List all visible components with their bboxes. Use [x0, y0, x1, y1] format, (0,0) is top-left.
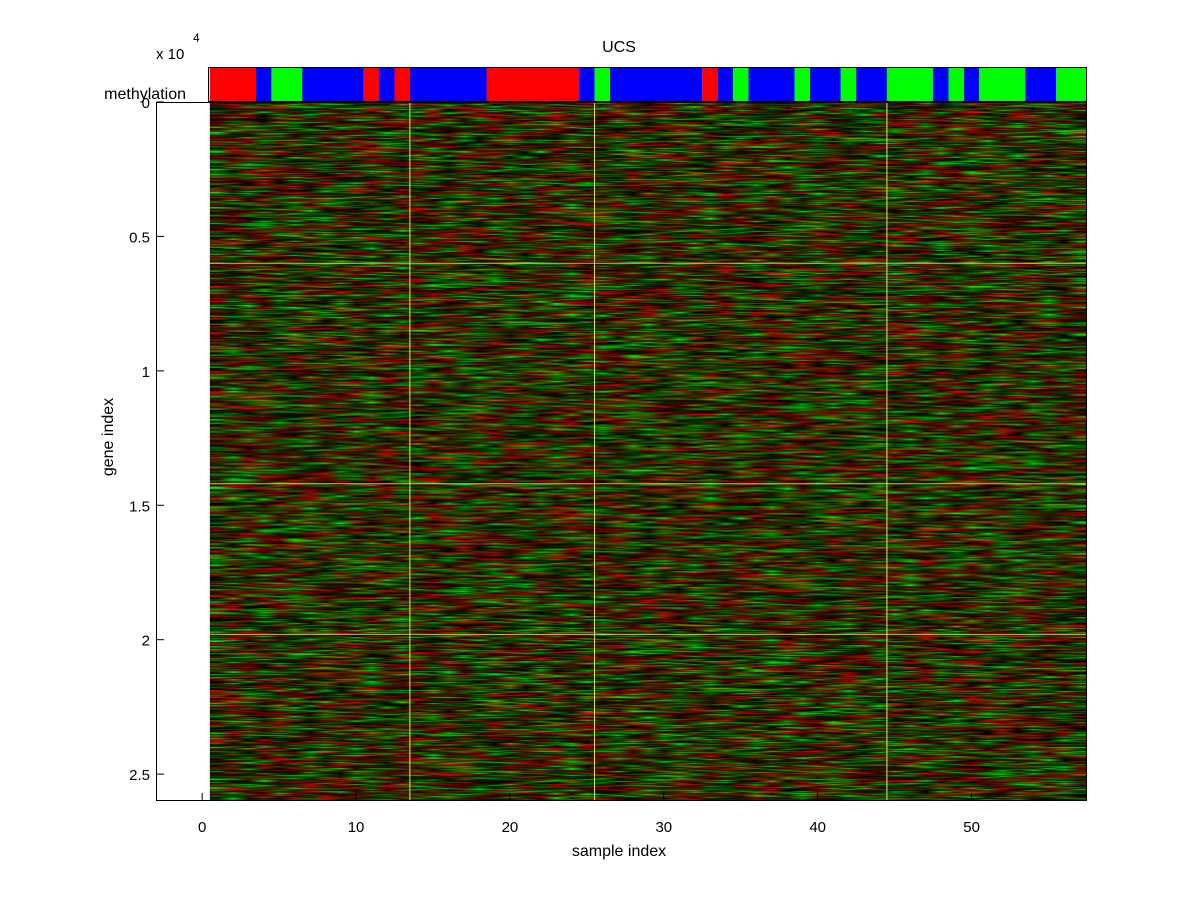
- x-tick-label: 0: [198, 819, 206, 836]
- x-tick-label: 40: [809, 819, 826, 836]
- x-ticks: 0 10 20 30 40 50: [198, 793, 980, 836]
- y-tick-label: 2: [142, 633, 150, 650]
- axes-frame: [156, 102, 1087, 801]
- methylation-segment: [379, 67, 395, 102]
- methylation-segment: [609, 67, 703, 102]
- x-tick-label: 20: [502, 819, 519, 836]
- y-tick-label: 0: [142, 95, 150, 112]
- methylation-segment: [363, 67, 380, 102]
- methylation-segment: [594, 67, 610, 102]
- x-axis-label: sample index: [572, 843, 666, 860]
- methylation-segment: [748, 67, 795, 102]
- methylation-segment: [794, 67, 811, 102]
- methylation-bar-frame: [208, 67, 1087, 102]
- y-axis-label: gene index: [100, 398, 117, 476]
- methylation-segment: [717, 67, 734, 102]
- x-tick-label: 50: [963, 819, 980, 836]
- methylation-segment: [409, 67, 487, 102]
- methylation-segment: [271, 67, 303, 102]
- methylation-segment: [579, 67, 595, 102]
- methylation-segment: [840, 67, 857, 102]
- methylation-segment: [1056, 67, 1087, 102]
- methylation-segment: [733, 67, 749, 102]
- methylation-segment: [948, 67, 964, 102]
- methylation-segment: [810, 67, 841, 102]
- methylation-segment: [979, 67, 1026, 102]
- y-exponent-label: x 10: [156, 46, 184, 63]
- y-tick-label: 2.5: [129, 767, 150, 784]
- y-tick-label: 1.5: [129, 498, 150, 515]
- methylation-segment: [963, 67, 980, 102]
- methylation-segment: [1025, 67, 1057, 102]
- group-boundaries: [209, 102, 1087, 801]
- methylation-bar: [209, 67, 1087, 102]
- methylation-segment: [486, 67, 580, 102]
- x-tick-label: 30: [655, 819, 672, 836]
- methylation-segment: [256, 67, 272, 102]
- methylation-segment: [394, 67, 410, 102]
- methylation-segment: [209, 67, 257, 102]
- y-tick-label: 0.5: [129, 229, 150, 246]
- methylation-segment: [302, 67, 364, 102]
- y-tick-label: 1: [142, 364, 150, 381]
- methylation-segment: [886, 67, 934, 102]
- expression-heatmap: [209, 102, 1087, 801]
- annotation-label: methylation: [104, 86, 186, 103]
- methylation-segment: [702, 67, 718, 102]
- y-exponent-power: 4: [193, 31, 200, 45]
- y-ticks: 0 0.5 1 1.5 2 2.5: [129, 95, 164, 784]
- chart-title: UCS: [602, 39, 636, 56]
- x-tick-label: 10: [348, 819, 365, 836]
- methylation-segment: [856, 67, 887, 102]
- methylation-segment: [933, 67, 949, 102]
